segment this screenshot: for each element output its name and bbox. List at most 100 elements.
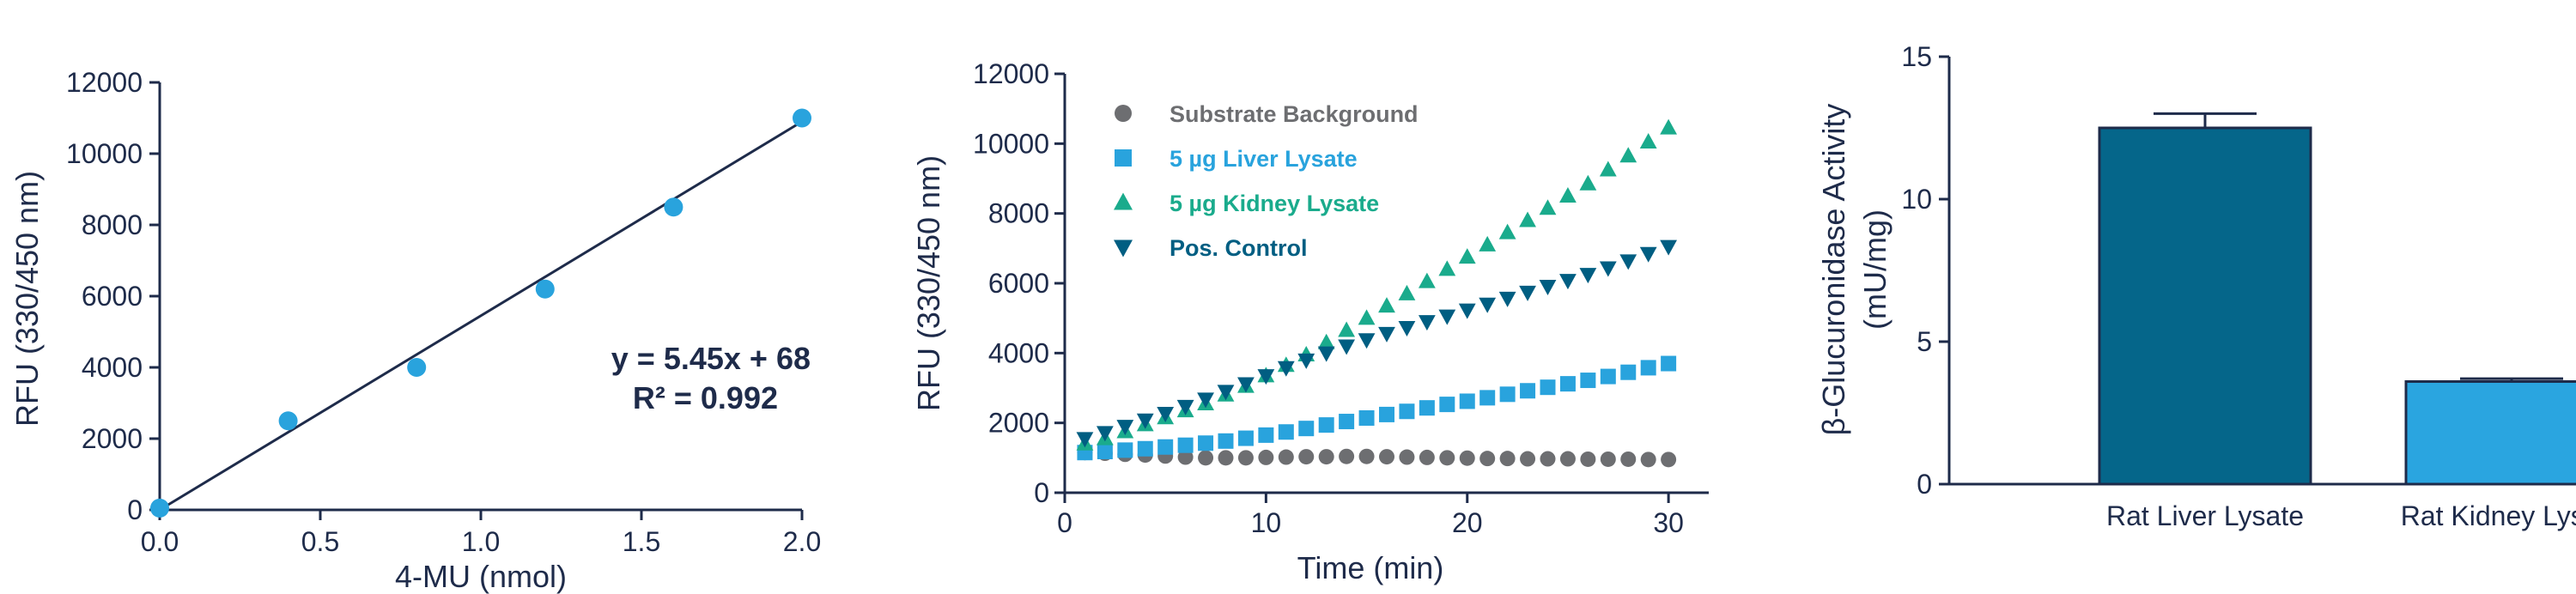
data-point-triangle-down <box>1479 297 1497 313</box>
standard-curve-chart: 0 2000 4000 6000 8000 10000 12000 0.0 0.5 1.0 1.5 2… <box>9 67 821 594</box>
data-point <box>535 279 555 299</box>
fit-equation-label: y = 5.45x + 68 <box>611 341 811 376</box>
data-point-triangle-down <box>1338 339 1356 355</box>
data-point-square <box>1117 442 1133 458</box>
data-point-square <box>1318 417 1334 433</box>
data-point-circle <box>1620 451 1637 467</box>
activity-y-axis-title-line2: (mU/mg) <box>1857 209 1893 330</box>
data-point-triangle-down <box>1217 385 1235 401</box>
data-point-circle <box>1218 450 1234 466</box>
data-point-triangle-down <box>1418 315 1436 331</box>
data-point-square <box>1358 409 1375 426</box>
y-tick-label: 2000 <box>988 408 1049 439</box>
data-point-square <box>1559 376 1576 392</box>
x-tick-label: 0.5 <box>301 526 339 557</box>
data-point-triangle-down <box>1358 333 1376 349</box>
data-point-square <box>1278 424 1294 440</box>
data-point-triangle-down <box>1136 413 1154 429</box>
data-point-circle <box>1459 450 1475 466</box>
data-point-square <box>1540 379 1556 396</box>
y-tick-label: 10000 <box>66 138 143 169</box>
x-tick-label: 0.0 <box>141 526 179 557</box>
data-point-square <box>1157 439 1174 455</box>
y-tick-label: 0 <box>127 494 143 525</box>
data-point-circle <box>1399 449 1415 465</box>
data-point-square <box>1419 400 1435 416</box>
y-tick-label: 4000 <box>988 337 1049 368</box>
r-squared-label: R² = 0.992 <box>633 380 778 415</box>
category-label: Rat Liver Lysate <box>2106 500 2304 531</box>
data-point-circle <box>1198 450 1214 466</box>
data-point-triangle-down <box>1660 239 1678 256</box>
legend-marker <box>1115 105 1132 122</box>
kinetic-legend: Substrate Background 5 µg Liver Lysate 5 µ… <box>1114 101 1419 261</box>
activity-bars: Rat Liver Lysate Rat Kidney Lysate <box>2098 112 2576 531</box>
x-tick-label: 20 <box>1452 507 1483 538</box>
data-point-circle <box>1358 448 1375 464</box>
data-point-circle <box>1661 452 1677 468</box>
data-point-triangle-up <box>1458 248 1476 264</box>
legend-label: 5 µg Liver Lysate <box>1170 146 1358 172</box>
data-point-triangle-up <box>1539 199 1557 215</box>
data-point-square <box>1198 435 1214 452</box>
data-point-square <box>1298 421 1315 437</box>
x-tick-label: 10 <box>1251 507 1282 538</box>
data-point-circle <box>1640 452 1656 468</box>
x-tick-label: 0 <box>1057 507 1072 538</box>
data-point-triangle-up <box>1639 132 1657 148</box>
y-tick-label: 10 <box>1901 184 1932 215</box>
category-label: Rat Kidney Lysate <box>2401 500 2576 531</box>
kinetic-y-axis-title: RFU (330/450 nm) <box>911 155 946 411</box>
kinetic-points <box>1076 118 1678 468</box>
data-point-circle <box>1298 449 1315 465</box>
data-point-triangle-up <box>1579 174 1597 191</box>
data-point-square <box>1479 390 1496 406</box>
data-point-triangle-up <box>1519 211 1536 227</box>
data-point <box>664 197 683 217</box>
standard-curve-points <box>150 108 811 518</box>
standard-curve-axes: 0 2000 4000 6000 8000 10000 12000 0.0 0.5 1.0 1.5 2… <box>66 67 821 557</box>
legend-label: Pos. Control <box>1170 235 1308 261</box>
data-point-triangle-up <box>1398 284 1416 300</box>
data-point-square <box>1097 444 1113 460</box>
y-tick-label: 4000 <box>82 352 143 383</box>
y-tick-label: 5 <box>1917 326 1932 357</box>
data-point-square <box>1258 427 1274 443</box>
data-point-triangle-up <box>1378 297 1395 313</box>
data-point-triangle-down <box>1398 320 1416 336</box>
data-point-circle <box>1177 449 1194 465</box>
bar <box>2098 126 2312 486</box>
legend-marker <box>1114 192 1133 210</box>
data-point-triangle-down <box>1619 254 1637 270</box>
data-point-triangle-down <box>1378 326 1395 342</box>
x-tick-label: 30 <box>1653 507 1684 538</box>
data-point-square <box>1459 393 1475 409</box>
data-point-circle <box>1318 449 1334 465</box>
data-point-circle <box>1559 451 1576 467</box>
data-point-square <box>1499 386 1516 403</box>
data-point-square <box>1137 440 1153 457</box>
data-point-square <box>1600 368 1616 385</box>
x-tick-label: 1.0 <box>462 526 500 557</box>
data-point-circle <box>1580 451 1596 467</box>
y-tick-label: 0 <box>1917 469 1932 500</box>
standard-curve-y-axis-title: RFU (330/450 nm) <box>9 171 45 427</box>
data-point-triangle-down <box>1458 303 1476 319</box>
data-point <box>793 108 811 128</box>
legend-marker <box>1115 149 1132 167</box>
data-point-triangle-down <box>1237 377 1255 393</box>
data-point-circle <box>1278 449 1294 465</box>
data-point-triangle-down <box>1277 361 1295 377</box>
y-tick-label: 12000 <box>973 58 1049 89</box>
data-point-triangle-up <box>1498 223 1516 239</box>
data-point <box>150 498 169 518</box>
data-point-circle <box>1540 451 1556 467</box>
data-point-square <box>1177 437 1194 453</box>
data-point-square <box>1379 406 1394 422</box>
kinetic-x-axis-title: Time (min) <box>1297 550 1444 585</box>
data-point-triangle-up <box>1438 260 1456 276</box>
data-point-triangle-down <box>1519 285 1536 301</box>
data-point-triangle-up <box>1599 161 1617 177</box>
data-point-triangle-up <box>1479 235 1497 252</box>
